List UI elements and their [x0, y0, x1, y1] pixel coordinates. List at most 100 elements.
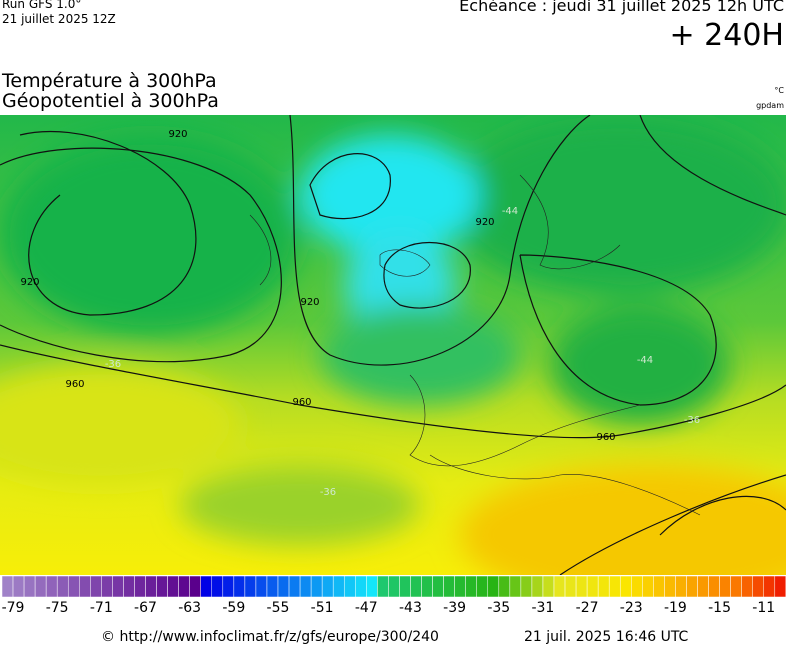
color-cell [631, 575, 643, 598]
color-cell [752, 575, 765, 598]
color-cell [12, 575, 25, 598]
color-cell [697, 575, 709, 598]
color-scale: -79 -75 -71 -67 -63 -59 -55 -51 -47 -43 -39 -35 -31 -… [1, 575, 786, 615]
contour-labels: 920 920 920 920 960 960 960 -44 -44 -36 -36 -36 [20, 129, 700, 498]
color-cell [730, 575, 742, 598]
color-cell [388, 575, 400, 598]
color-cell [56, 575, 69, 598]
color-cell [476, 575, 489, 598]
color-cell [575, 575, 588, 598]
color-cell [255, 575, 268, 598]
color-cell [178, 575, 190, 598]
contour-label: 920 [20, 277, 39, 288]
scale-label: -15 [708, 600, 731, 615]
color-cell [90, 575, 102, 598]
scale-label: -47 [355, 600, 378, 615]
color-cell [719, 575, 731, 598]
scale-label: -79 [2, 600, 25, 615]
color-cell [310, 575, 323, 598]
scale-label: -35 [487, 600, 510, 615]
color-cell [34, 575, 47, 598]
contour-label: 920 [168, 129, 187, 140]
color-cell [134, 575, 146, 598]
color-cell [410, 575, 422, 598]
color-cell [763, 575, 776, 598]
color-cell [45, 575, 58, 598]
unit-temperature: °C [774, 86, 784, 95]
color-cell [299, 575, 312, 598]
color-cell [167, 575, 179, 598]
scale-label: -63 [178, 600, 201, 615]
contour-label: 920 [300, 297, 319, 308]
contour-label: -36 [320, 487, 336, 498]
color-cell [642, 575, 654, 598]
color-cell [156, 575, 168, 598]
color-cell [774, 575, 786, 598]
color-cell [421, 575, 433, 598]
color-cell [355, 575, 367, 598]
color-cell [399, 575, 411, 598]
color-cell [664, 575, 676, 598]
scale-label: -67 [134, 600, 157, 615]
color-cell [23, 575, 36, 598]
color-cell [454, 575, 466, 598]
contour-label: 960 [596, 432, 615, 443]
color-cell [79, 575, 91, 598]
color-cell [608, 575, 621, 598]
color-cell [277, 575, 290, 598]
scale-label: -39 [443, 600, 466, 615]
run-label: Run GFS 1.0° [2, 0, 82, 11]
contour-label: -36 [105, 359, 121, 370]
color-cell [564, 575, 577, 598]
color-cell [487, 575, 500, 598]
scale-label: -27 [576, 600, 599, 615]
color-cell [189, 575, 201, 598]
scale-label: -43 [399, 600, 422, 615]
scale-label: -31 [531, 600, 554, 615]
color-cell [101, 575, 113, 598]
color-cell [597, 575, 610, 598]
contour-label: -44 [502, 206, 518, 217]
scale-label: -71 [90, 600, 113, 615]
contour-label: 960 [65, 379, 84, 390]
color-cell [288, 575, 301, 598]
color-cell [708, 575, 720, 598]
map: 920 920 920 920 960 960 960 -44 -44 -36 -36 -36 [0, 115, 786, 575]
color-cell [112, 575, 124, 598]
contour-label: -44 [637, 355, 653, 366]
scale-label: -11 [752, 600, 775, 615]
color-cell [211, 575, 224, 598]
scale-label: -23 [620, 600, 643, 615]
color-cell [266, 575, 279, 598]
color-cell [145, 575, 157, 598]
color-cell [67, 575, 80, 598]
scale-label: -19 [664, 600, 687, 615]
color-cell [1, 575, 14, 598]
contour-label: 960 [292, 397, 311, 408]
color-cell [366, 575, 378, 598]
valid-time: Echéance : jeudi 31 juillet 2025 12h UTC [459, 0, 784, 15]
run-date: 21 juillet 2025 12Z [2, 12, 116, 26]
color-cell [222, 575, 235, 598]
color-cell [465, 575, 477, 598]
color-cell [432, 575, 444, 598]
title-geopotential: Géopotentiel à 300hPa [2, 90, 219, 112]
color-cell [332, 575, 345, 598]
title-temperature: Température à 300hPa [2, 70, 217, 92]
color-cell [531, 575, 544, 598]
temperature-field [0, 115, 786, 575]
color-cell [741, 575, 753, 598]
color-cell [509, 575, 522, 598]
color-cell [520, 575, 533, 598]
color-cell [200, 575, 213, 598]
color-cell [233, 575, 246, 598]
timestamp: 21 juil. 2025 16:46 UTC [524, 629, 689, 645]
lead-time: + 240H [669, 18, 785, 53]
scale-label: -51 [311, 600, 334, 615]
color-cell [498, 575, 511, 598]
contour-label: 920 [475, 217, 494, 228]
color-cell [321, 575, 334, 598]
color-cell [586, 575, 599, 598]
color-cell [686, 575, 698, 598]
